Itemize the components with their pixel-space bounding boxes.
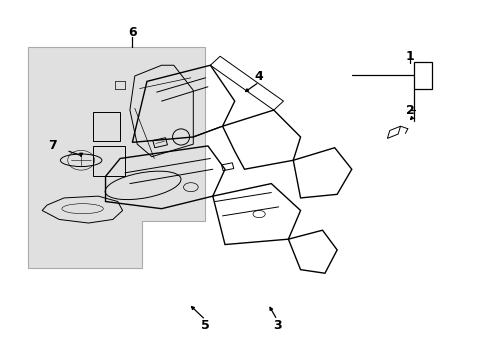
Text: 5: 5 — [201, 319, 209, 332]
Text: 2: 2 — [405, 104, 414, 117]
Text: 3: 3 — [272, 319, 281, 332]
Text: 1: 1 — [405, 50, 414, 63]
Polygon shape — [27, 47, 205, 268]
Text: 6: 6 — [128, 27, 136, 40]
Text: 4: 4 — [254, 69, 263, 82]
Text: 7: 7 — [48, 139, 57, 152]
